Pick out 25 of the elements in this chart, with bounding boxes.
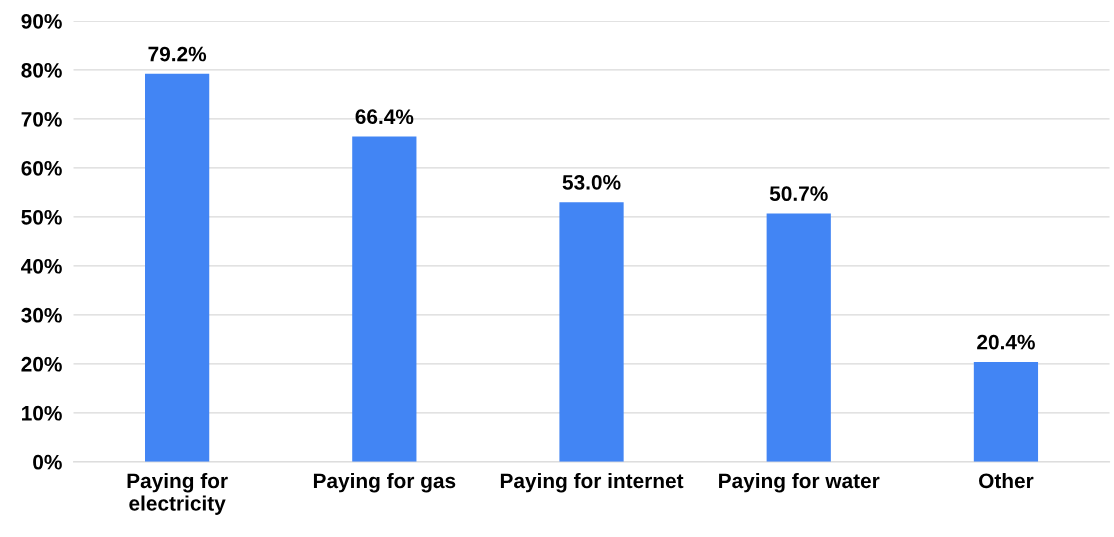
data-label: 66.4% — [355, 109, 414, 125]
y-tick-label: 40% — [21, 258, 62, 274]
bar — [766, 213, 831, 462]
y-tick-label: 0% — [33, 454, 62, 470]
y-tick-label: 70% — [21, 111, 62, 127]
x-tick-label: Paying for water — [719, 472, 880, 493]
y-tick-label: 30% — [21, 307, 62, 323]
bar — [352, 136, 417, 462]
x-tick-label: Paying for electricity — [127, 472, 228, 515]
x-tick-label: Paying for internet — [500, 472, 684, 493]
y-tick-label: 20% — [21, 356, 62, 372]
data-label: 53.0% — [562, 174, 621, 190]
y-tick-label: 50% — [21, 209, 62, 225]
x-tick-label: Other — [979, 472, 1034, 489]
bar — [973, 361, 1039, 462]
bar — [559, 202, 624, 462]
x-tick-label: Paying for gas — [313, 472, 456, 493]
y-tick-label: 90% — [21, 13, 62, 29]
y-tick-label: 10% — [22, 405, 62, 421]
data-label: 20.4% — [977, 334, 1035, 350]
y-tick-label: 80% — [21, 62, 62, 78]
y-tick-label: 60% — [21, 160, 62, 176]
bar — [145, 73, 210, 462]
data-label: 50.7% — [769, 186, 828, 202]
data-label: 79.2% — [148, 46, 207, 62]
